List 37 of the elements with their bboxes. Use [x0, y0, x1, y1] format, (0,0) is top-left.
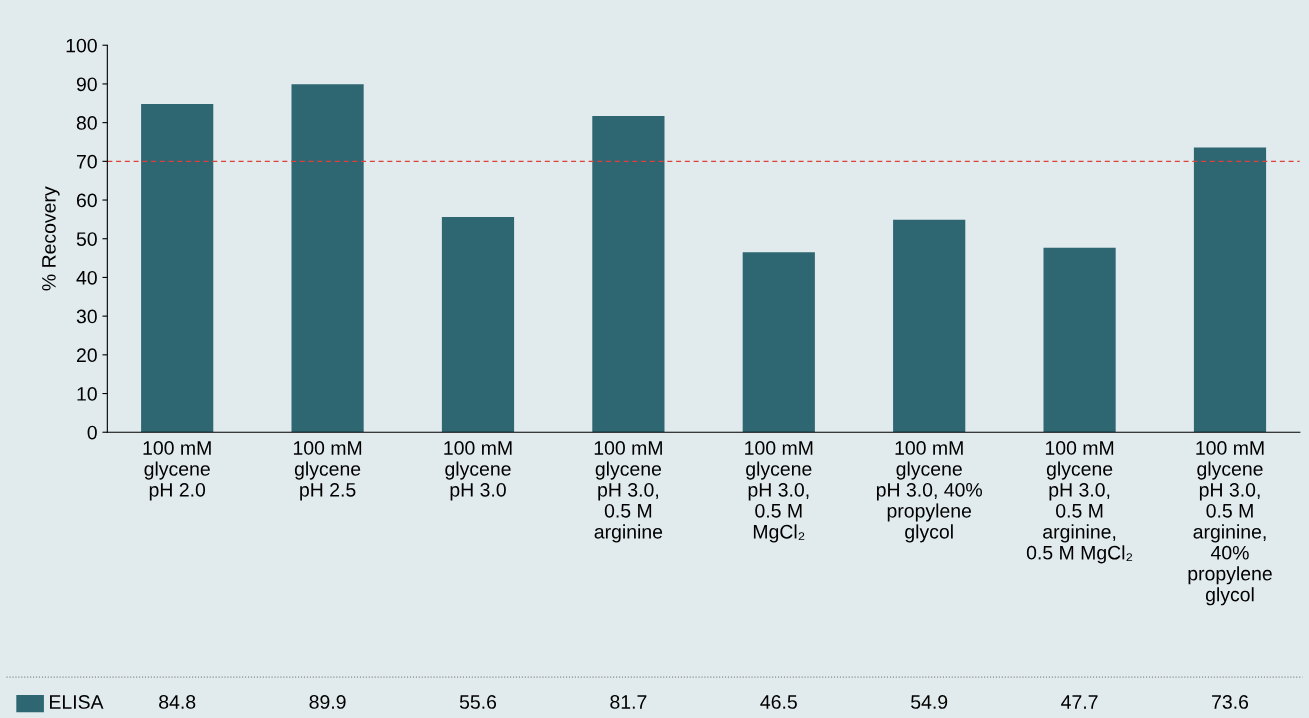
y-tick-label: 80 — [76, 116, 97, 130]
y-tick-label: 0 — [87, 425, 97, 440]
data-label: 73.6 — [1212, 695, 1249, 709]
x-tick-label: 100 mM glycene pH 3.0, 0.5 M arginine, 40% propylene glycol — [1188, 441, 1272, 606]
legend-label: ELISA — [50, 695, 104, 709]
y-tick-label: 100 — [66, 38, 97, 53]
data-label: 46.5 — [760, 695, 797, 709]
data-label: 84.8 — [159, 695, 196, 709]
x-tick-label: 100 mM glycene pH 3.0, 0.5 M MgCl₂ — [745, 441, 813, 543]
bar — [742, 252, 815, 433]
bar — [893, 219, 966, 433]
bar — [1193, 147, 1267, 433]
bar — [141, 104, 214, 433]
bar — [291, 84, 364, 433]
x-tick-label: 100 mM glycene pH 3.0, 40% propylene glycol — [876, 441, 983, 543]
x-tick-label: 100 mM glycene pH 3.0 — [444, 441, 512, 501]
x-tick-label: 100 mM glycene pH 2.0 — [143, 441, 211, 501]
bar — [441, 217, 515, 433]
y-tick-label: 20 — [76, 348, 97, 363]
data-label: 81.7 — [610, 695, 647, 709]
x-tick-label: 100 mM glycene pH 2.5 — [293, 441, 362, 501]
y-tick-label: 60 — [76, 193, 97, 208]
bar — [592, 116, 665, 433]
y-tick-label: 10 — [77, 387, 97, 401]
data-label: 89.9 — [309, 695, 346, 709]
data-label: 47.7 — [1061, 695, 1098, 709]
y-axis-title: % Recovery — [42, 186, 60, 291]
data-label: 54.9 — [911, 695, 948, 709]
data-label: 55.6 — [459, 695, 497, 709]
y-tick-label: 30 — [76, 309, 97, 324]
x-tick-label: 100 mM glycene pH 3.0, 0.5 M arginine, 0.5 M MgCl₂ — [1026, 441, 1133, 564]
y-tick-label: 50 — [76, 232, 97, 246]
y-tick-label: 40 — [76, 270, 97, 285]
x-tick-label: 100 mM glycene pH 3.0, 0.5 M arginine — [594, 441, 663, 543]
y-tick-label: 90 — [76, 77, 97, 92]
bar — [1043, 247, 1116, 433]
y-tick-label: 70 — [76, 154, 97, 169]
